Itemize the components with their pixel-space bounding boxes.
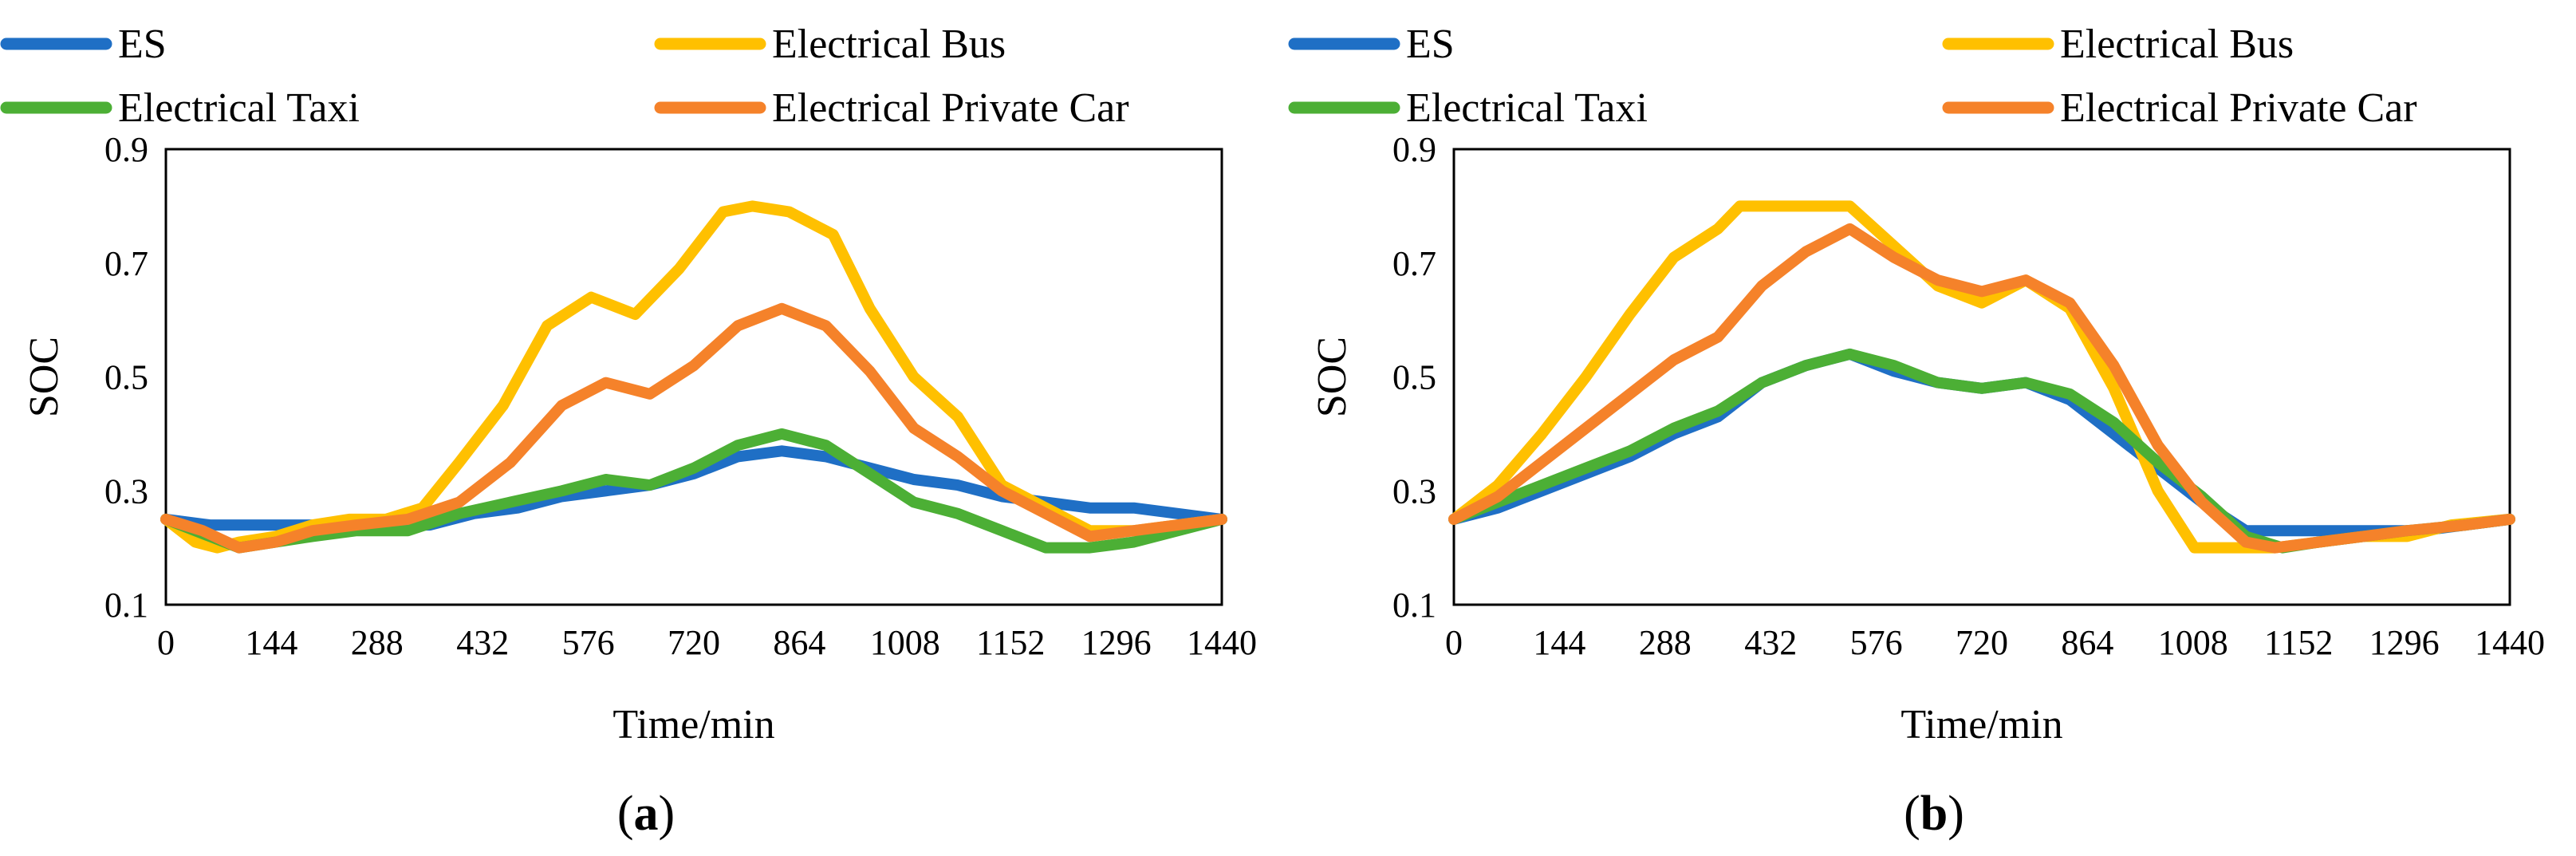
chart-panel-a: ES Electrical Bus Electrical Taxi Electrica…	[0, 22, 1257, 841]
legend-label: Electrical Private Car	[2060, 85, 2417, 131]
series-line-bus	[1448, 200, 2515, 554]
x-tick-label: 1152	[976, 623, 1045, 662]
x-tick-label: 1440	[2475, 623, 2545, 662]
y-tick-label: 0.5	[104, 358, 148, 397]
legend-item-bus: Electrical Bus	[1942, 22, 2294, 67]
x-tick-label: 1296	[2369, 623, 2440, 662]
chart-panel-b: ES Electrical Bus Electrical Taxi Electrica…	[1288, 0, 2576, 856]
panel-label: (a)	[617, 787, 675, 841]
legend-label: ES	[1406, 22, 1455, 67]
x-tick-label: 144	[1533, 623, 1585, 662]
y-tick-label: 0.7	[1392, 244, 1436, 283]
legend-label: Electrical Taxi	[118, 85, 360, 131]
legend-item-private-car: Electrical Private Car	[654, 85, 1129, 131]
x-tick-label: 1008	[2158, 623, 2228, 662]
x-tick-label: 576	[1850, 623, 1903, 662]
series-line-private-car	[160, 302, 1227, 554]
chart-a-svg: ES Electrical Bus Electrical Taxi Electrica…	[0, 22, 1257, 841]
series-line-bus	[160, 200, 1227, 554]
panel-label: (b)	[1904, 787, 1964, 841]
x-axis-label: Time/min	[612, 702, 774, 748]
legend-item-taxi: Electrical Taxi	[0, 85, 360, 131]
series-line-taxi	[1448, 348, 2515, 554]
y-tick-label: 0.9	[1392, 130, 1436, 169]
y-axis-label: SOC	[22, 337, 67, 417]
y-tick-label: 0.9	[104, 130, 148, 169]
y-tick-label: 0.7	[104, 244, 148, 283]
legend-label: ES	[118, 22, 167, 67]
x-axis-label: Time/min	[1900, 702, 2062, 748]
x-tick-label: 720	[1956, 623, 2008, 662]
legend-label: Electrical Bus	[772, 22, 1006, 67]
x-tick-label: 1152	[2264, 623, 2333, 662]
x-tick-label: 1008	[870, 623, 940, 662]
legend-item-taxi: Electrical Taxi	[1288, 85, 1648, 131]
legend-label: Electrical Bus	[2060, 22, 2294, 67]
x-tick-label: 432	[1744, 623, 1797, 662]
y-tick-label: 0.1	[104, 586, 148, 625]
y-axis-label: SOC	[1310, 337, 1355, 417]
chart-b-svg: ES Electrical Bus Electrical Taxi Electrica…	[1288, 22, 2545, 841]
plot-frame	[1452, 148, 2511, 606]
x-tick-label: 864	[2061, 623, 2113, 662]
y-tick-label: 0.3	[104, 471, 148, 511]
legend-label: Electrical Taxi	[1406, 85, 1648, 131]
x-tick-label: 432	[456, 623, 509, 662]
x-tick-label: 720	[668, 623, 720, 662]
y-tick-label: 0.1	[1392, 586, 1436, 625]
x-tick-label: 288	[1639, 623, 1692, 662]
plot-frame	[164, 148, 1223, 606]
legend-label: Electrical Private Car	[772, 85, 1129, 131]
y-tick-label: 0.5	[1392, 358, 1436, 397]
series-line-es	[1448, 348, 2515, 537]
legend-item-es: ES	[1288, 22, 1455, 67]
y-tick-label: 0.3	[1392, 471, 1436, 511]
legend-item-es: ES	[0, 22, 167, 67]
x-tick-label: 0	[157, 623, 175, 662]
x-tick-label: 0	[1445, 623, 1463, 662]
x-tick-label: 144	[245, 623, 297, 662]
x-tick-label: 576	[562, 623, 615, 662]
legend-item-private-car: Electrical Private Car	[1942, 85, 2417, 131]
x-tick-label: 864	[773, 623, 825, 662]
panel-letter: b	[1920, 787, 1948, 841]
legend-item-bus: Electrical Bus	[654, 22, 1006, 67]
series-line-private-car	[1448, 223, 2515, 554]
x-tick-label: 1440	[1187, 623, 1257, 662]
panel-letter: a	[634, 787, 659, 841]
x-tick-label: 288	[351, 623, 404, 662]
x-tick-label: 1296	[1081, 623, 1152, 662]
